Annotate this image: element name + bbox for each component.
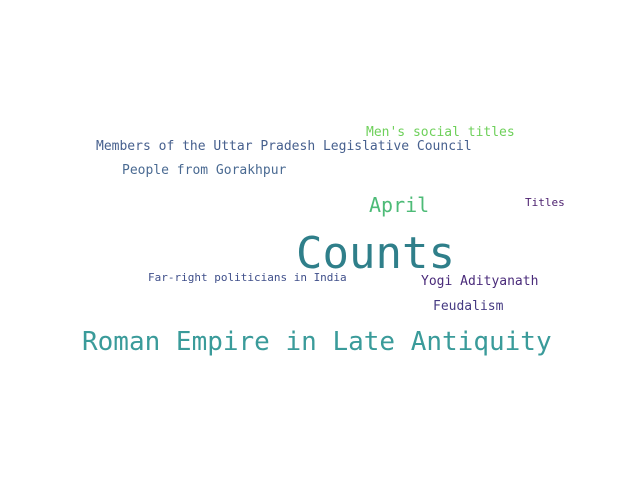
word-april: April bbox=[369, 193, 430, 217]
word-counts: Counts bbox=[296, 228, 455, 279]
word-members-uttar-pradesh-legislative-council: Members of the Uttar Pradesh Legislative… bbox=[96, 139, 472, 154]
word-titles: Titles bbox=[525, 196, 565, 209]
word-mens-social-titles: Men's social titles bbox=[366, 125, 515, 140]
word-yogi-adityanath: Yogi Adityanath bbox=[421, 274, 539, 289]
word-far-right-politicians-in-india: Far-right politicians in India bbox=[148, 271, 347, 284]
word-roman-empire-in-late-antiquity: Roman Empire in Late Antiquity bbox=[82, 327, 552, 357]
word-people-from-gorakhpur: People from Gorakhpur bbox=[122, 163, 287, 178]
word-feudalism: Feudalism bbox=[433, 299, 504, 314]
